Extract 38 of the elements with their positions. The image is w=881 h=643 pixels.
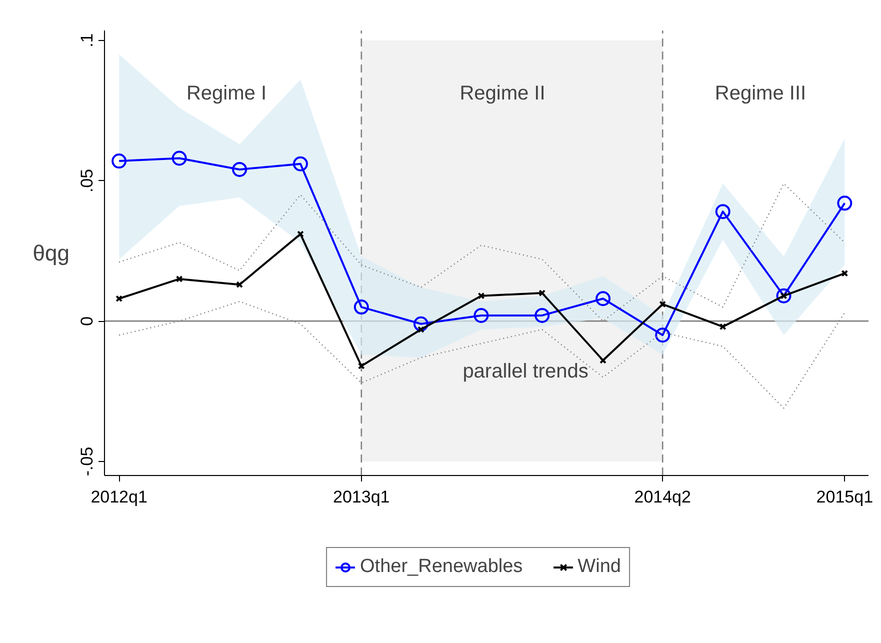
- y-tick-label: .05: [78, 168, 96, 193]
- point: [776, 288, 792, 304]
- point: [478, 292, 485, 300]
- point: [112, 154, 127, 169]
- point: [236, 281, 244, 288]
- y-tick-label: -.05: [78, 446, 96, 476]
- x-tick-label: 2014q2: [634, 488, 691, 506]
- point: [413, 316, 428, 332]
- point: [596, 291, 611, 306]
- point: [358, 362, 365, 370]
- point: [659, 300, 666, 308]
- point: [837, 196, 852, 211]
- point: [715, 204, 730, 220]
- point: [600, 356, 606, 364]
- point: [538, 290, 546, 296]
- x-tick-label: 2012q1: [90, 488, 148, 506]
- legend-label: Wind: [578, 556, 621, 578]
- point: [296, 230, 304, 238]
- x-tick-label: 2013q1: [333, 488, 390, 506]
- x-tick-label: 2015q1: [816, 488, 874, 506]
- point: [172, 150, 187, 166]
- annotation: Regime II: [460, 82, 546, 104]
- point: [474, 308, 489, 323]
- point: [655, 328, 670, 343]
- point: [719, 323, 726, 330]
- annotation: Regime I: [186, 82, 267, 104]
- point: [534, 308, 550, 323]
- point: [176, 275, 183, 282]
- y-axis-title: θqg: [32, 240, 70, 266]
- point: [292, 156, 308, 172]
- y-tick-label: 0: [78, 316, 96, 326]
- legend-label: Other_Renewables: [360, 556, 523, 578]
- y-tick-label: .1: [78, 33, 96, 48]
- point: [232, 162, 248, 177]
- annotation: Regime III: [714, 82, 806, 104]
- annotation: parallel trends: [462, 360, 588, 382]
- point: [417, 326, 424, 333]
- point: [354, 300, 369, 315]
